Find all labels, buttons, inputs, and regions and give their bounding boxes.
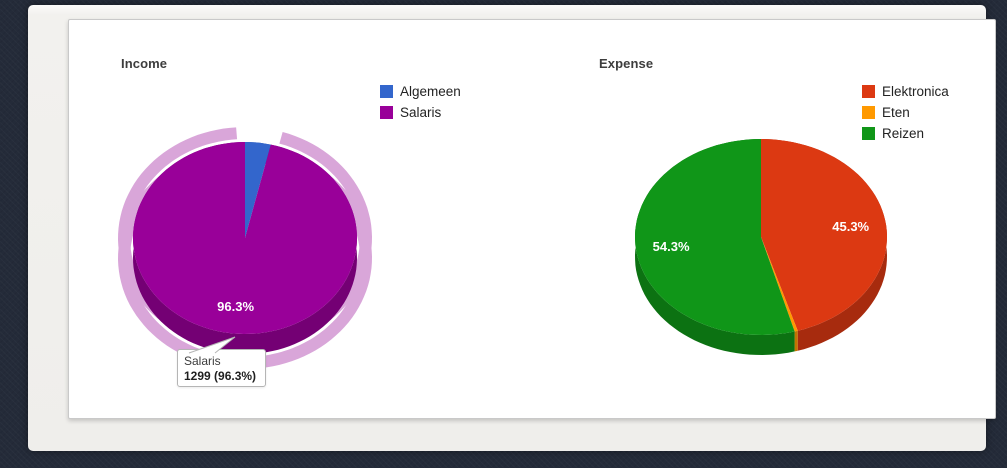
- legend-label: Eten: [882, 104, 910, 120]
- legend-item: Elektronica: [862, 82, 949, 100]
- pie-slice: [761, 237, 798, 332]
- legend-swatch: [380, 105, 393, 119]
- legend-swatch: [380, 84, 393, 98]
- legend-label: Algemeen: [400, 83, 461, 99]
- legend-item: Eten: [862, 103, 949, 121]
- legend-item: Salaris: [380, 103, 461, 121]
- legend-label: Reizen: [882, 125, 925, 141]
- chart-panel: Income Expense Algemeen Salaris Elektroni…: [68, 19, 996, 419]
- tooltip-pointer: [188, 336, 236, 354]
- tooltip-value: 1299 (96.3%): [184, 369, 257, 383]
- income-legend: Algemeen Salaris: [380, 82, 461, 124]
- pie-slice-side: [794, 330, 798, 352]
- pie-slice-label: 54.3%: [653, 239, 690, 254]
- legend-swatch: [862, 126, 875, 140]
- pie-slice: [635, 139, 795, 335]
- pie-slice: [133, 142, 357, 334]
- legend-swatch: [862, 105, 875, 119]
- income-pie-chart[interactable]: 96.3%: [89, 116, 419, 391]
- income-chart-title: Income: [121, 56, 168, 71]
- pie-slice: [245, 142, 271, 238]
- pie-tooltip: Salaris 1299 (96.3%): [177, 349, 266, 387]
- expense-chart-title: Expense: [599, 56, 654, 71]
- tooltip-series-name: Salaris: [184, 354, 221, 368]
- pie-slice: [761, 139, 887, 331]
- content-container: Income Expense Algemeen Salaris Elektroni…: [28, 5, 996, 451]
- expense-pie-chart[interactable]: 45.3% 54.3%: [574, 116, 914, 391]
- legend-swatch: [862, 84, 875, 98]
- pie-slice-label: 96.3%: [217, 299, 254, 314]
- legend-label: Salaris: [400, 104, 442, 120]
- legend-item: Algemeen: [380, 82, 461, 100]
- legend-label: Elektronica: [882, 83, 949, 99]
- expense-legend: Elektronica Eten Reizen: [862, 82, 949, 145]
- pie-slice-label: 45.3%: [832, 219, 869, 234]
- legend-item: Reizen: [862, 124, 949, 142]
